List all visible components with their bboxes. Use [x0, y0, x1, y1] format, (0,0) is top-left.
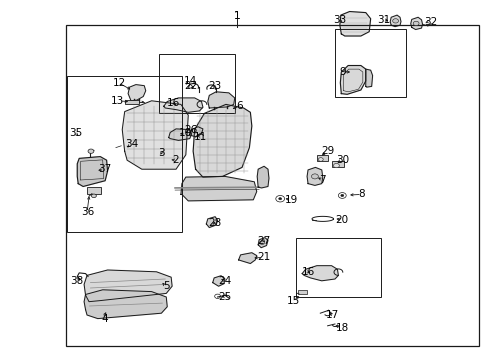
Text: 5: 5 — [163, 281, 169, 291]
Text: 31: 31 — [376, 15, 390, 25]
Circle shape — [318, 158, 323, 161]
Text: 22: 22 — [183, 81, 197, 91]
Text: 3: 3 — [158, 148, 164, 158]
Text: 1: 1 — [233, 11, 240, 21]
Text: 36: 36 — [81, 207, 95, 217]
Circle shape — [91, 194, 96, 198]
Text: 7: 7 — [319, 175, 325, 185]
Text: 27: 27 — [257, 236, 270, 246]
Text: 32: 32 — [423, 17, 436, 27]
Bar — [298, 290, 306, 294]
Text: 14: 14 — [183, 76, 197, 86]
Bar — [331, 161, 343, 167]
Bar — [159, 54, 234, 113]
Text: 20: 20 — [335, 215, 348, 225]
Polygon shape — [257, 166, 268, 188]
Text: 16: 16 — [301, 267, 314, 277]
Text: 13: 13 — [110, 96, 124, 106]
Text: 26: 26 — [183, 125, 197, 135]
Text: 9: 9 — [338, 67, 345, 77]
Polygon shape — [339, 12, 370, 36]
Text: 17: 17 — [325, 310, 339, 320]
Text: 11: 11 — [193, 132, 207, 142]
Circle shape — [392, 19, 398, 23]
Polygon shape — [128, 85, 145, 101]
Polygon shape — [84, 270, 172, 302]
Text: 35: 35 — [69, 128, 82, 138]
Text: 18: 18 — [335, 323, 348, 333]
Polygon shape — [212, 276, 224, 286]
Text: 8: 8 — [358, 189, 365, 199]
Bar — [295, 238, 381, 297]
Polygon shape — [365, 69, 372, 87]
Text: 23: 23 — [208, 81, 222, 91]
Text: 2: 2 — [172, 155, 179, 165]
Text: 4: 4 — [102, 314, 108, 324]
Text: 6: 6 — [236, 101, 243, 111]
Polygon shape — [340, 66, 365, 94]
Bar — [334, 29, 405, 97]
Text: 21: 21 — [257, 252, 270, 262]
Polygon shape — [258, 238, 267, 248]
Bar — [66, 25, 478, 346]
Circle shape — [333, 163, 339, 168]
Polygon shape — [238, 253, 256, 264]
Polygon shape — [206, 217, 217, 228]
Circle shape — [88, 149, 94, 153]
Polygon shape — [77, 157, 107, 186]
Text: 28: 28 — [208, 218, 222, 228]
Text: 19: 19 — [284, 195, 297, 205]
Polygon shape — [193, 104, 251, 177]
Text: 34: 34 — [125, 139, 139, 149]
Text: 29: 29 — [320, 146, 334, 156]
Text: 24: 24 — [218, 276, 231, 286]
Text: 16: 16 — [166, 98, 180, 108]
Bar — [124, 100, 139, 104]
Polygon shape — [207, 92, 234, 108]
Circle shape — [259, 241, 264, 244]
Text: 15: 15 — [286, 296, 300, 306]
Text: 37: 37 — [98, 164, 112, 174]
Circle shape — [278, 198, 281, 200]
Circle shape — [340, 194, 343, 197]
Polygon shape — [189, 127, 203, 137]
Polygon shape — [84, 290, 167, 319]
Polygon shape — [168, 129, 191, 140]
Polygon shape — [122, 101, 188, 169]
Polygon shape — [302, 266, 338, 281]
Text: 1: 1 — [233, 11, 240, 21]
Polygon shape — [181, 176, 256, 201]
Text: 30: 30 — [335, 155, 348, 165]
Bar — [316, 155, 327, 161]
Circle shape — [311, 174, 318, 179]
Text: 12: 12 — [113, 78, 126, 88]
Polygon shape — [163, 98, 203, 112]
Text: 38: 38 — [70, 276, 84, 286]
Circle shape — [412, 21, 418, 26]
Polygon shape — [389, 15, 400, 27]
Polygon shape — [306, 167, 322, 185]
Text: 25: 25 — [218, 292, 231, 302]
Text: 10: 10 — [179, 128, 192, 138]
Text: 33: 33 — [332, 15, 346, 25]
Bar — [67, 76, 182, 232]
Bar — [87, 187, 101, 194]
Polygon shape — [410, 17, 422, 30]
